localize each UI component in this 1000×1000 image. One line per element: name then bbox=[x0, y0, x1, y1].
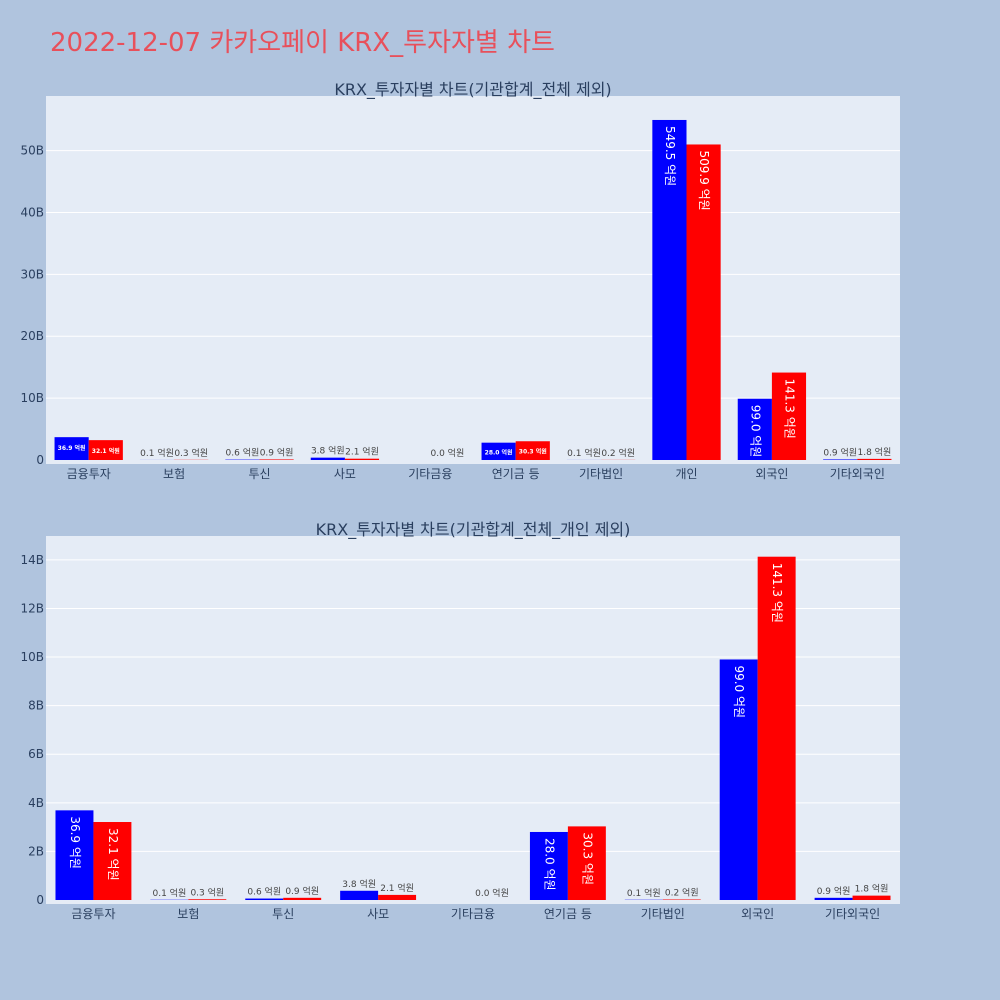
bar-series-a bbox=[55, 810, 94, 900]
bar-series-b bbox=[757, 556, 796, 900]
bar-data-label: 0.6 억원 bbox=[226, 447, 260, 459]
bar-series-b bbox=[686, 144, 721, 460]
bar-series-a bbox=[823, 459, 858, 460]
page-title: 2022-12-07 카카오페이 KRX_투자자별 차트 bbox=[50, 28, 555, 58]
bar-data-label: 141.3 억원 bbox=[770, 563, 784, 623]
y-tick-label: 40B bbox=[20, 205, 44, 219]
bar-data-label: 0.0 억원 bbox=[475, 887, 509, 899]
y-tick-label: 4B bbox=[28, 796, 44, 810]
x-tick-label: 연기금 등 bbox=[492, 467, 540, 481]
bar-data-label: 549.5 억원 bbox=[663, 126, 677, 186]
x-tick-label: 투신 bbox=[272, 907, 294, 921]
y-tick-label: 8B bbox=[28, 699, 44, 713]
bar-series-a bbox=[340, 890, 379, 900]
bar-data-label: 1.8 억원 bbox=[858, 446, 892, 458]
bar-data-label: 3.8 억원 bbox=[342, 878, 376, 890]
y-tick-label: 50B bbox=[20, 144, 44, 158]
bar-data-label: 30.3 억원 bbox=[580, 832, 594, 885]
y-tick-label: 12B bbox=[20, 601, 44, 615]
bar-data-label: 99.0 억원 bbox=[732, 665, 746, 718]
bar-data-label: 32.1 억원 bbox=[106, 828, 120, 881]
x-tick-label: 외국인 bbox=[741, 907, 774, 921]
bar-data-label: 32.1 억원 bbox=[92, 447, 120, 455]
y-tick-label: 0 bbox=[36, 893, 44, 907]
x-tick-label: 보험 bbox=[177, 907, 199, 921]
bar-data-label: 0.9 억원 bbox=[823, 446, 857, 458]
bar-data-label: 0.1 억원 bbox=[152, 887, 186, 899]
bar-series-b bbox=[857, 458, 892, 460]
bar-data-label: 36.9 억원 bbox=[68, 816, 82, 869]
chart-title: KRX_투자자별 차트(기관합계_전체_개인 제외) bbox=[316, 520, 631, 540]
bar-series-a bbox=[652, 119, 687, 460]
bar-data-label: 0.9 억원 bbox=[285, 885, 319, 897]
x-tick-label: 기타외국인 bbox=[830, 467, 885, 481]
bar-data-label: 28.0 억원 bbox=[485, 448, 513, 456]
y-tick-label: 14B bbox=[20, 553, 44, 567]
bar-data-label: 2.1 억원 bbox=[380, 882, 414, 894]
bar-series-a bbox=[481, 442, 516, 460]
bar-series-a bbox=[529, 831, 568, 900]
bar-data-label: 0.2 억원 bbox=[601, 447, 635, 459]
bar-series-b bbox=[88, 440, 123, 460]
y-tick-label: 10B bbox=[20, 650, 44, 664]
bar-data-label: 1.8 억원 bbox=[855, 883, 889, 895]
bar-data-label: 2.1 억원 bbox=[345, 446, 379, 458]
y-tick-label: 30B bbox=[20, 267, 44, 281]
x-tick-label: 기타금융 bbox=[451, 907, 495, 921]
y-tick-label: 0 bbox=[36, 453, 44, 467]
bar-series-a bbox=[737, 398, 772, 460]
y-tick-label: 2B bbox=[28, 844, 44, 858]
x-tick-label: 금융투자 bbox=[67, 467, 111, 481]
bar-series-a bbox=[245, 898, 284, 900]
bar-data-label: 0.1 억원 bbox=[140, 447, 174, 459]
bar-series-b bbox=[344, 458, 380, 460]
bar-data-label: 0.3 억원 bbox=[174, 447, 208, 459]
x-tick-label: 외국인 bbox=[755, 467, 788, 481]
bar-data-label: 0.1 억원 bbox=[627, 887, 661, 899]
bar-data-label: 0.1 억원 bbox=[567, 447, 601, 459]
y-tick-label: 6B bbox=[28, 747, 44, 761]
bar-series-b bbox=[852, 895, 891, 900]
y-tick-label: 10B bbox=[20, 391, 44, 405]
bar-data-label: 0.9 억원 bbox=[260, 446, 294, 458]
bar-data-label: 99.0 억원 bbox=[748, 405, 762, 458]
bar-series-b bbox=[771, 372, 807, 460]
x-tick-label: 기타금융 bbox=[408, 467, 452, 481]
x-tick-label: 금융투자 bbox=[71, 907, 115, 921]
bar-series-b bbox=[188, 899, 227, 900]
bar-series-a bbox=[814, 897, 853, 900]
bar-series-a bbox=[719, 659, 758, 900]
bar-data-label: 0.0 억원 bbox=[431, 447, 465, 459]
bar-series-b bbox=[378, 894, 417, 900]
bar-data-label: 30.3 억원 bbox=[519, 448, 547, 456]
bar-data-label: 141.3 억원 bbox=[782, 379, 796, 439]
x-tick-label: 투신 bbox=[248, 467, 270, 481]
y-tick-label: 20B bbox=[20, 329, 44, 343]
bar-data-label: 0.2 억원 bbox=[665, 887, 699, 899]
bar-series-b bbox=[567, 826, 606, 900]
x-tick-label: 기타외국인 bbox=[825, 907, 880, 921]
bar-data-label: 36.9 억원 bbox=[58, 444, 86, 452]
bar-series-b bbox=[283, 897, 322, 900]
x-tick-label: 기타법인 bbox=[579, 467, 623, 481]
bar-data-label: 0.3 억원 bbox=[190, 886, 224, 898]
bar-series-b bbox=[515, 441, 550, 460]
x-tick-label: 기타법인 bbox=[641, 907, 685, 921]
chart-title: KRX_투자자별 차트(기관합계_전체 제외) bbox=[334, 80, 611, 100]
bar-data-label: 28.0 억원 bbox=[542, 838, 556, 891]
bar-data-label: 3.8 억원 bbox=[311, 445, 345, 457]
bar-series-b bbox=[259, 459, 294, 460]
bar-series-a bbox=[54, 437, 89, 460]
bar-series-a bbox=[310, 457, 345, 460]
x-tick-label: 사모 bbox=[334, 467, 356, 481]
x-tick-label: 연기금 등 bbox=[544, 907, 592, 921]
x-tick-label: 개인 bbox=[675, 467, 697, 481]
bar-data-label: 0.9 억원 bbox=[817, 885, 851, 897]
x-tick-label: 보험 bbox=[163, 467, 185, 481]
bar-data-label: 509.9 억원 bbox=[697, 150, 711, 210]
bar-series-b bbox=[93, 822, 132, 900]
bar-data-label: 0.6 억원 bbox=[247, 886, 281, 898]
x-tick-label: 사모 bbox=[367, 907, 389, 921]
